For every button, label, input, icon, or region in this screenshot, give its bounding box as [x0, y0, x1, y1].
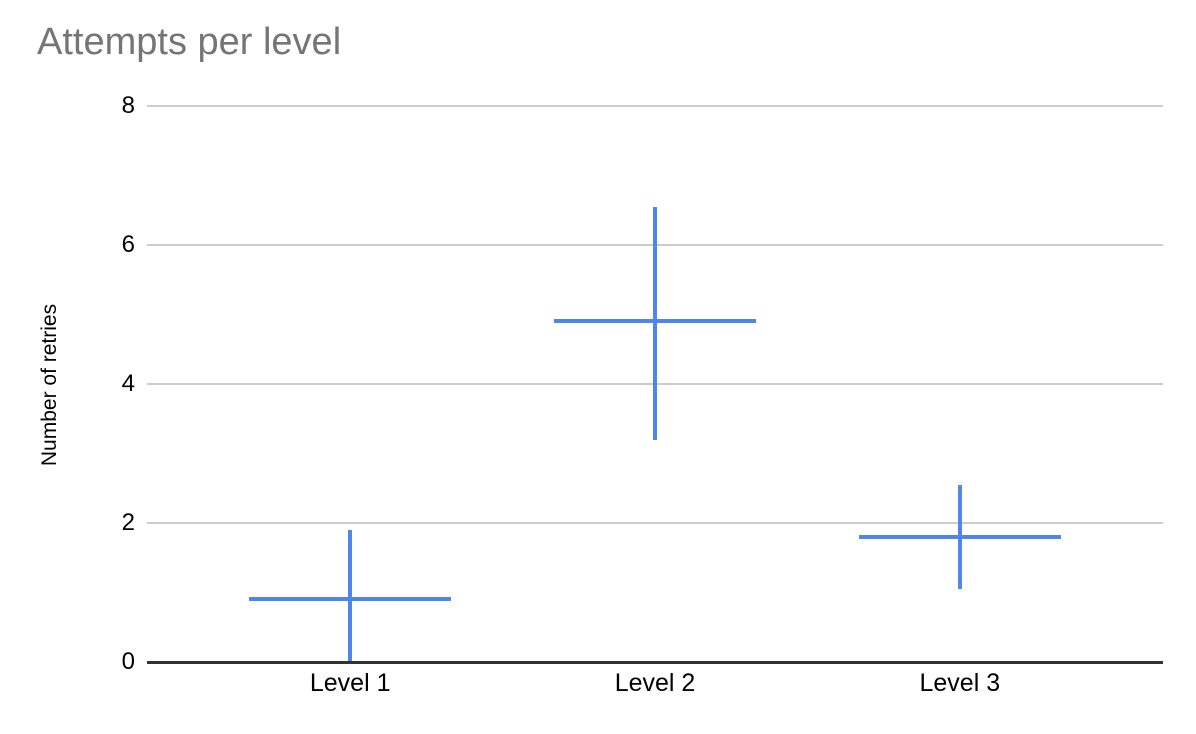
error-bar-vertical-level-1 — [348, 529, 353, 662]
x-axis-label-level-1: Level 1 — [309, 669, 391, 697]
x-axis-label-level-2: Level 2 — [614, 669, 696, 697]
gridline-y-8 — [147, 105, 1163, 107]
y-tick-label-4: 4 — [121, 370, 135, 397]
value-bar-horizontal-level-2 — [554, 319, 756, 324]
x-axis-label-level-3: Level 3 — [919, 669, 1001, 697]
gridline-y-2 — [147, 522, 1163, 524]
y-tick-label-0: 0 — [121, 648, 135, 675]
x-axis-line — [147, 661, 1163, 664]
chart-title: Attempts per level — [37, 21, 342, 63]
y-tick-label-6: 6 — [121, 231, 135, 258]
value-bar-horizontal-level-1 — [249, 597, 452, 602]
y-tick-label-8: 8 — [121, 92, 135, 119]
y-tick-label-2: 2 — [121, 509, 135, 536]
value-bar-horizontal-level-3 — [858, 534, 1061, 539]
